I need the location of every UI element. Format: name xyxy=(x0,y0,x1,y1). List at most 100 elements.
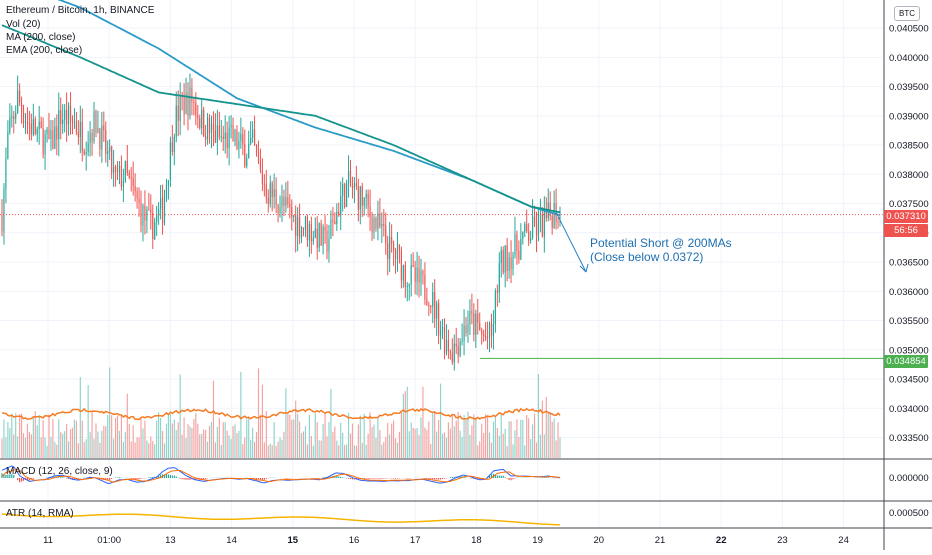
candle-body xyxy=(375,218,376,228)
time-tick-label: 14 xyxy=(226,535,237,546)
volume-bar xyxy=(344,445,345,458)
time-tick-label: 24 xyxy=(838,535,849,546)
volume-bar xyxy=(307,444,308,458)
candle-body xyxy=(293,215,294,217)
volume-bar xyxy=(385,437,386,458)
candle-body xyxy=(270,183,271,204)
volume-bar xyxy=(387,423,388,458)
candle-body xyxy=(440,330,441,335)
candle-body xyxy=(152,213,153,239)
candle-body xyxy=(268,198,269,204)
trade-annotation[interactable]: Potential Short @ 200MAs (Close below 0.… xyxy=(590,236,732,264)
volume-bar xyxy=(405,391,406,458)
candle-body xyxy=(43,128,44,154)
candle-body xyxy=(213,124,214,130)
volume-bar xyxy=(7,422,8,458)
volume-bar xyxy=(93,439,94,458)
volume-bar xyxy=(164,444,165,458)
currency-button[interactable]: BTC xyxy=(894,6,920,21)
candle-body xyxy=(332,220,333,222)
candle-body xyxy=(289,204,290,207)
candle-body xyxy=(469,311,470,324)
macd-histogram-bar xyxy=(256,478,257,479)
candle-body xyxy=(550,203,551,216)
volume-bar xyxy=(129,424,130,458)
volume-bar xyxy=(460,431,461,458)
countdown-tag: 56:56 xyxy=(884,224,928,237)
candle-body xyxy=(552,216,553,228)
candle-body xyxy=(203,110,204,136)
annotation-line1: Potential Short @ 200MAs xyxy=(590,236,732,250)
candle-body xyxy=(7,133,8,159)
volume-bar xyxy=(113,439,114,458)
macd-histogram-bar xyxy=(180,478,181,479)
volume-bar xyxy=(458,412,459,458)
volume-bar xyxy=(301,433,302,458)
candle-body xyxy=(133,178,134,186)
macd-histogram-bar xyxy=(383,478,384,479)
candle-body xyxy=(313,238,314,242)
volume-bar xyxy=(507,446,508,458)
candle-body xyxy=(420,271,421,283)
volume-bar xyxy=(279,437,280,458)
volume-bar xyxy=(324,413,325,458)
candle-body xyxy=(340,196,341,215)
candle-body xyxy=(315,229,316,238)
candle-body xyxy=(25,122,26,123)
candle-body xyxy=(438,303,439,335)
candle-body xyxy=(526,224,527,232)
volume-bar xyxy=(172,424,173,458)
volume-bar xyxy=(5,438,6,458)
volume-bar xyxy=(84,442,85,458)
candle-body xyxy=(252,130,253,138)
candle-body xyxy=(518,251,519,260)
candle-body xyxy=(426,299,427,304)
volume-bar xyxy=(146,441,147,458)
candle-body xyxy=(281,197,282,207)
volume-bar xyxy=(303,431,304,458)
volume-bar xyxy=(554,419,555,458)
price-tick-label: 0.040000 xyxy=(889,53,929,64)
annotation-line2: (Close below 0.0372) xyxy=(590,250,732,264)
volume-bar xyxy=(350,433,351,458)
price-tick-label: 0.033500 xyxy=(889,433,929,444)
candle-body xyxy=(463,326,464,341)
volume-bar xyxy=(56,445,57,458)
macd-histogram-bar xyxy=(183,478,184,479)
candle-body xyxy=(501,250,502,263)
candle-body xyxy=(350,171,351,186)
volume-bar xyxy=(452,414,453,458)
volume-bar xyxy=(309,415,310,458)
volume-bar xyxy=(491,443,492,458)
candle-body xyxy=(481,330,482,334)
candle-body xyxy=(238,141,239,149)
volume-bar xyxy=(377,417,378,458)
volume-bar xyxy=(411,422,412,458)
candle-body xyxy=(458,346,459,356)
candle-body xyxy=(411,265,412,284)
time-tick-label: 19 xyxy=(532,535,543,546)
candle-body xyxy=(557,222,558,223)
candle-body xyxy=(93,111,94,142)
volume-bar xyxy=(58,419,59,458)
candle-body xyxy=(283,197,284,206)
volume-bar xyxy=(64,431,65,458)
volume-bar xyxy=(21,414,22,458)
volume-bar xyxy=(336,441,337,458)
price-tick-label: 0.034500 xyxy=(889,375,929,386)
volume-bar xyxy=(475,417,476,458)
time-tick-label: 17 xyxy=(410,535,421,546)
macd-histogram-bar xyxy=(369,478,370,479)
candle-body xyxy=(115,167,116,171)
volume-bar xyxy=(436,432,437,458)
candle-body xyxy=(162,197,163,223)
candle-body xyxy=(109,147,110,152)
candle-body xyxy=(221,137,222,138)
macd-histogram-bar xyxy=(182,478,183,479)
volume-bar xyxy=(430,444,431,458)
candle-body xyxy=(117,171,118,173)
macd-histogram-bar xyxy=(285,478,286,479)
volume-bar xyxy=(229,435,230,458)
